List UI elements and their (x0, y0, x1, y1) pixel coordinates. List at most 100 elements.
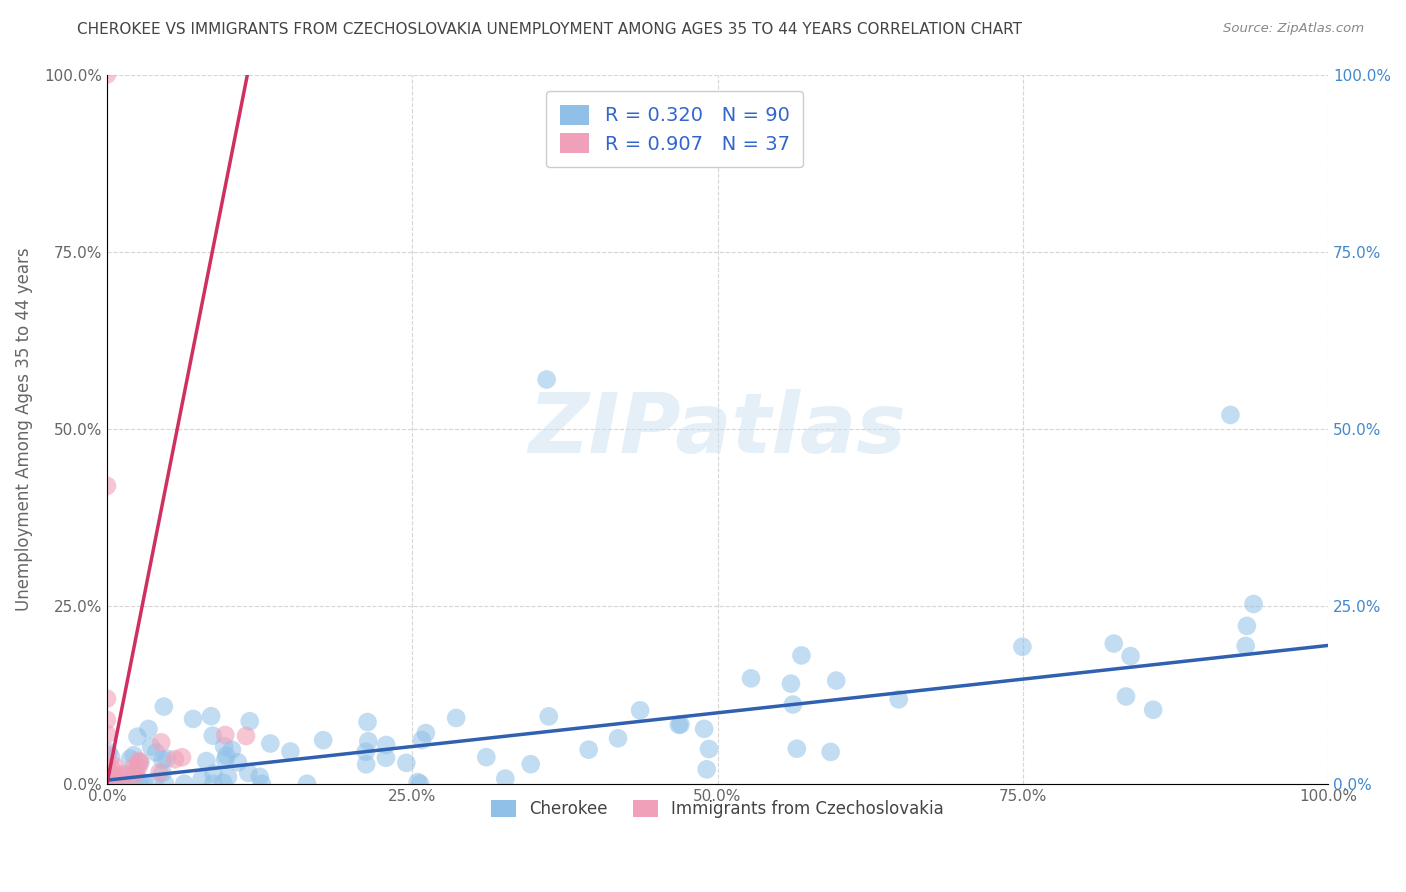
Point (96, 713, 118, 727)
Point (112, 776, 135, 790)
Point (96, 768, 118, 782)
Point (214, 728, 236, 742)
Point (127, 730, 149, 744)
Point (226, 756, 249, 770)
Point (124, 768, 146, 782)
Point (125, 764, 148, 779)
Point (97, 745, 120, 759)
Point (202, 766, 225, 780)
Point (96, 777, 118, 791)
Point (96, 691, 118, 706)
Point (96, 773, 118, 788)
Point (108, 777, 131, 791)
Legend: Cherokee, Immigrants from Czechoslovakia: Cherokee, Immigrants from Czechoslovakia (485, 794, 950, 825)
Point (152, 766, 174, 780)
Point (221, 743, 243, 757)
Point (697, 742, 720, 756)
Point (96, 759, 118, 773)
Point (415, 726, 437, 740)
Point (1011, 640, 1033, 654)
Point (444, 711, 467, 725)
Point (114, 768, 136, 782)
Point (181, 712, 204, 726)
Point (786, 741, 808, 756)
Point (357, 734, 380, 748)
Point (200, 709, 222, 723)
Point (96, 727, 118, 741)
Point (96, 777, 118, 791)
Point (295, 777, 318, 791)
Point (97, 774, 120, 789)
Point (128, 754, 150, 768)
Point (259, 737, 281, 751)
Point (127, 772, 149, 786)
Point (96, 759, 118, 773)
Point (395, 756, 418, 770)
Point (406, 775, 429, 789)
Point (127, 760, 149, 774)
Point (494, 772, 516, 786)
Point (217, 770, 239, 784)
Point (354, 757, 377, 772)
Point (114, 771, 136, 785)
Point (356, 714, 378, 729)
Point (96, 777, 118, 791)
Point (668, 718, 690, 732)
Point (669, 717, 692, 731)
Point (1243, 597, 1265, 611)
Point (96, 747, 118, 762)
Point (173, 777, 195, 791)
Text: Source: ZipAtlas.com: Source: ZipAtlas.com (1223, 22, 1364, 36)
Point (1115, 690, 1137, 704)
Point (519, 757, 541, 772)
Point (537, 709, 560, 723)
Point (195, 754, 218, 768)
Point (696, 762, 718, 776)
Text: CHEROKEE VS IMMIGRANTS FROM CZECHOSLOVAKIA UNEMPLOYMENT AMONG AGES 35 TO 44 YEAR: CHEROKEE VS IMMIGRANTS FROM CZECHOSLOVAK… (77, 22, 1022, 37)
Point (110, 777, 132, 791)
Point (138, 722, 160, 736)
Point (212, 776, 235, 790)
Point (96, 763, 118, 777)
Point (170, 750, 193, 764)
Point (201, 729, 224, 743)
Point (354, 745, 377, 759)
Text: ZIPatlas: ZIPatlas (529, 389, 907, 469)
Point (152, 753, 174, 767)
Point (740, 671, 762, 685)
Point (190, 772, 212, 786)
Point (607, 731, 630, 746)
Point (122, 748, 145, 763)
Point (212, 739, 235, 754)
Point (782, 698, 804, 712)
Point (107, 768, 129, 782)
Point (239, 714, 262, 729)
Point (312, 733, 335, 747)
Point (122, 760, 145, 774)
Point (411, 733, 433, 747)
Point (96, 479, 118, 493)
Point (825, 673, 848, 688)
Point (129, 756, 152, 770)
Y-axis label: Unemployment Among Ages 35 to 44 years: Unemployment Among Ages 35 to 44 years (15, 247, 32, 611)
Point (100, 760, 122, 774)
Point (374, 751, 396, 765)
Point (153, 699, 176, 714)
Point (1102, 636, 1125, 650)
Point (249, 770, 271, 784)
Point (214, 753, 236, 767)
Point (202, 777, 225, 791)
Point (156, 751, 179, 765)
Point (145, 746, 167, 760)
Point (143, 777, 166, 791)
Point (132, 775, 155, 789)
Point (101, 777, 124, 791)
Point (128, 777, 150, 791)
Point (153, 777, 176, 791)
Point (100, 750, 122, 764)
Point (536, 372, 558, 386)
Point (148, 765, 170, 780)
Point (120, 751, 142, 765)
Point (150, 735, 173, 749)
Point (1234, 639, 1257, 653)
